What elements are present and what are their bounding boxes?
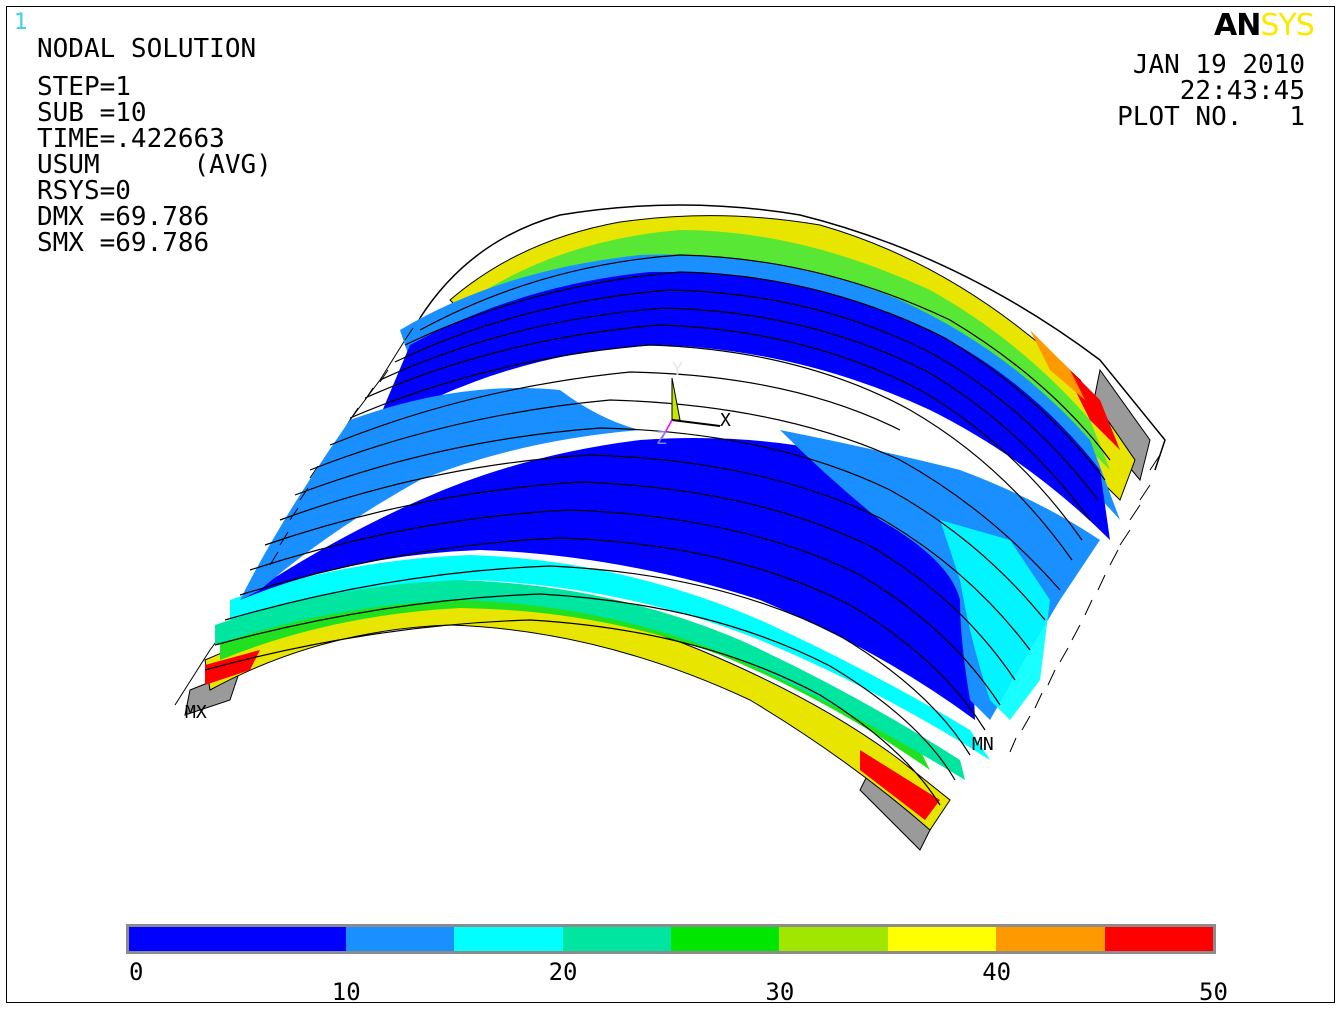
contour-legend-bar (126, 924, 1216, 954)
coordinate-triad: Y X Z (656, 359, 731, 449)
time-label: TIME=.422663 (37, 124, 225, 154)
rsys-label: RSYS=0 (37, 176, 131, 206)
ansys-logo: ANSYS (1214, 8, 1315, 43)
legend-segment (996, 927, 1105, 951)
legend-tick-label: 20 (548, 958, 578, 986)
legend-segment (887, 927, 997, 951)
plot-title: NODAL SOLUTION (37, 34, 257, 64)
legend-segment (345, 927, 455, 951)
legend-segment (454, 927, 563, 951)
window-number: 1 (14, 10, 28, 35)
plot-frame (6, 6, 1335, 1003)
time-stamp: 22:43:45 (1179, 76, 1305, 106)
legend-tick-label: 10 (331, 978, 361, 1006)
legend-segment (1104, 927, 1213, 951)
step-label: STEP=1 (37, 72, 131, 102)
outer-bottom-red (860, 750, 940, 820)
outer-top-orange-right (1030, 330, 1085, 400)
triad-y-label: Y (672, 359, 683, 380)
logo-part1: AN (1214, 8, 1261, 43)
blue-region-lower (240, 438, 1040, 720)
legend-tick-label: 0 (129, 958, 144, 986)
legend-tick-label: 50 (1199, 978, 1228, 1006)
date-stamp: JAN 19 2010 (1132, 50, 1305, 80)
triad-z-label: Z (656, 428, 667, 449)
usum-label: USUM (AVG) (37, 150, 272, 180)
triad-x-label: X (720, 410, 731, 431)
legend-segment (129, 927, 346, 951)
teal-bottom-band (215, 580, 965, 780)
plot-number: PLOT NO. 1 (1117, 102, 1305, 132)
undeformed-outline (419, 204, 1166, 471)
legend-segment (670, 927, 780, 951)
legend-tick-label: 40 (982, 958, 1012, 986)
legend-segment (779, 927, 888, 951)
logo-part2: SYS (1260, 8, 1314, 43)
smx-label: SMX =69.786 (37, 228, 210, 258)
cyan-bottom-band (230, 555, 990, 760)
cyan-top-band (400, 254, 1120, 520)
sub-label: SUB =10 (37, 98, 147, 128)
dmx-label: DMX =69.786 (37, 202, 210, 232)
legend-segment (562, 927, 671, 951)
mx-marker: MX (185, 702, 207, 723)
edge-teeth (269, 327, 1161, 753)
corrugation-lines (204, 254, 1111, 806)
cyan-right-patch (940, 520, 1050, 720)
legend-tick-label: 30 (765, 978, 795, 1006)
mn-marker: MN (972, 734, 994, 755)
